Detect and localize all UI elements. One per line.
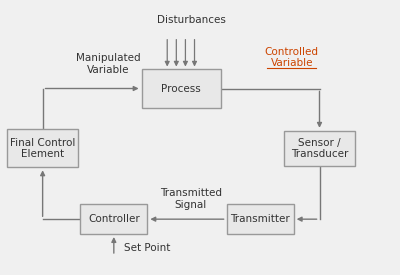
FancyBboxPatch shape xyxy=(7,129,78,167)
Text: Disturbances: Disturbances xyxy=(156,15,225,26)
Text: Controller: Controller xyxy=(88,214,140,224)
Text: Controlled: Controlled xyxy=(265,47,319,57)
Text: Manipulated
Variable: Manipulated Variable xyxy=(76,53,140,75)
Text: Sensor /
Transducer: Sensor / Transducer xyxy=(291,138,348,159)
FancyBboxPatch shape xyxy=(142,70,221,108)
Text: Final Control
Element: Final Control Element xyxy=(10,138,75,159)
Text: Transmitted
Signal: Transmitted Signal xyxy=(160,188,222,210)
FancyBboxPatch shape xyxy=(226,204,294,234)
FancyBboxPatch shape xyxy=(80,204,148,234)
FancyBboxPatch shape xyxy=(284,131,355,166)
Text: Process: Process xyxy=(161,84,201,94)
Text: Transmitter: Transmitter xyxy=(230,214,290,224)
Text: Variable: Variable xyxy=(270,59,313,68)
Text: Set Point: Set Point xyxy=(124,243,170,253)
